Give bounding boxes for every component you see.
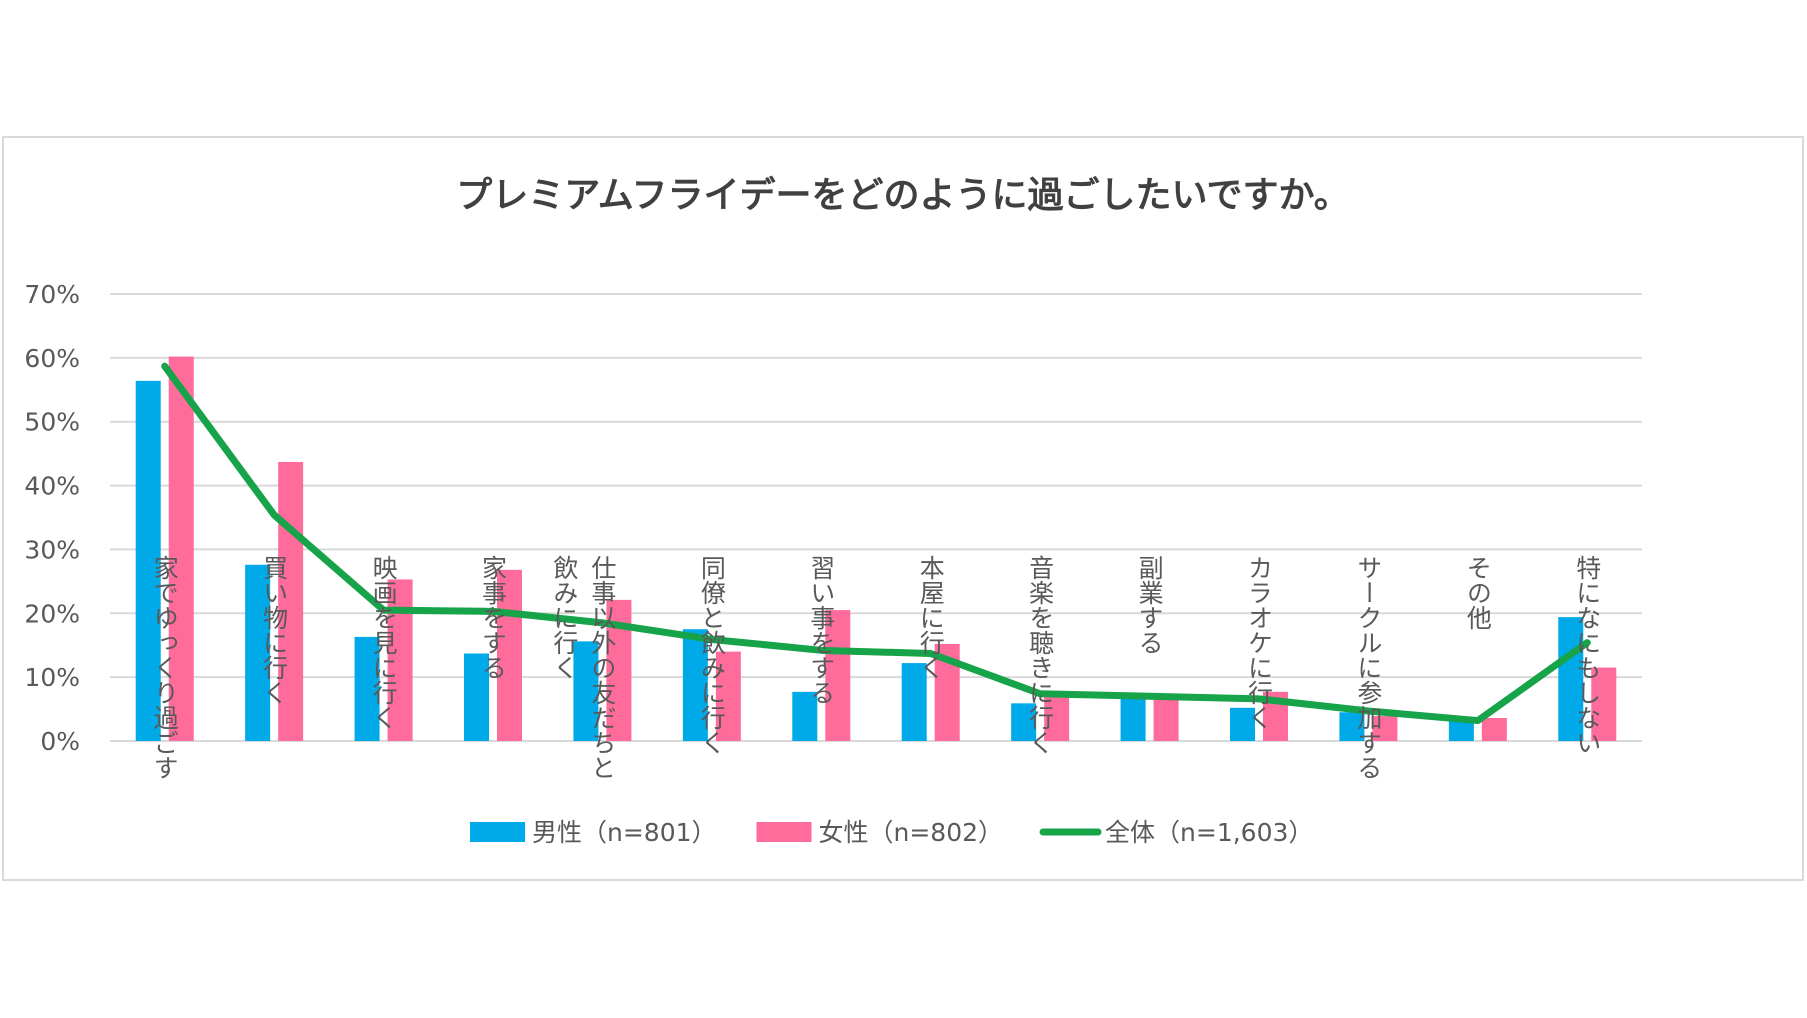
x-category-label: 家でゆっくり過ごす <box>150 555 179 780</box>
y-tick-label: 10% <box>24 663 80 692</box>
line-total <box>161 362 1591 725</box>
x-category-label: 副業する <box>1135 555 1164 655</box>
bar-male <box>1448 718 1474 741</box>
bar-female <box>497 569 522 741</box>
bar-male <box>135 380 161 741</box>
bar-male <box>354 636 380 741</box>
y-tick-label: 0% <box>40 727 80 756</box>
x-category-label: 本屋に行く <box>916 555 945 680</box>
legend-swatch <box>470 822 525 842</box>
legend-swatch <box>756 822 812 842</box>
bar-male <box>1558 617 1584 741</box>
bar-female <box>168 356 194 741</box>
bar-female <box>1372 716 1398 741</box>
bar-male <box>245 564 271 741</box>
bar-female <box>1591 667 1617 741</box>
bar-female <box>387 579 413 741</box>
bar-female <box>1481 718 1507 741</box>
bar-male <box>464 653 489 741</box>
bar-male <box>1230 707 1255 741</box>
y-tick-label: 70% <box>24 280 80 309</box>
bar-male <box>1120 697 1146 741</box>
bar-female <box>1044 695 1070 741</box>
x-category-label: 家事をする <box>479 555 508 680</box>
y-tick-label: 60% <box>24 344 80 373</box>
bar-male <box>792 691 818 741</box>
bar-female <box>278 461 304 741</box>
x-category-label: 買い物に行く <box>260 555 289 705</box>
bar-female <box>1153 695 1179 741</box>
bar-male <box>1339 712 1365 741</box>
bar-male <box>682 629 708 741</box>
x-category-label: 特になにもしない <box>1573 555 1602 755</box>
bar-male <box>901 663 927 741</box>
x-category-label: 飲みに行く <box>550 555 579 680</box>
y-tick-label: 30% <box>24 535 80 564</box>
bar-female <box>825 610 851 741</box>
x-category-label: 同僚と飲みに行く <box>697 555 726 755</box>
x-category-label: カラオケに行く <box>1245 555 1274 730</box>
bar-male <box>1011 703 1037 741</box>
bar-female <box>715 651 741 741</box>
y-tick-label: 50% <box>24 408 80 437</box>
y-tick-label: 40% <box>24 472 80 501</box>
x-category-label: その他 <box>1463 555 1492 630</box>
legend-label: 男性（n=801） <box>532 818 717 847</box>
x-category-label: 映画を見に行く <box>369 555 398 730</box>
legend-label: 女性（n=802） <box>819 818 1004 847</box>
chart-title: プレミアムフライデーをどのように過ごしたいですか。 <box>456 174 1350 216</box>
x-category-label: サークルに参加する <box>1354 555 1383 780</box>
legend-label: 全体（n=1,603） <box>1105 818 1313 847</box>
x-category-label: 仕事以外の友だちと <box>588 555 617 780</box>
bar-male <box>573 641 599 741</box>
y-tick-label: 20% <box>24 599 80 628</box>
x-category-label: 習い事をする <box>807 555 836 705</box>
x-category-label: 音楽を聴きに行く <box>1026 555 1055 755</box>
